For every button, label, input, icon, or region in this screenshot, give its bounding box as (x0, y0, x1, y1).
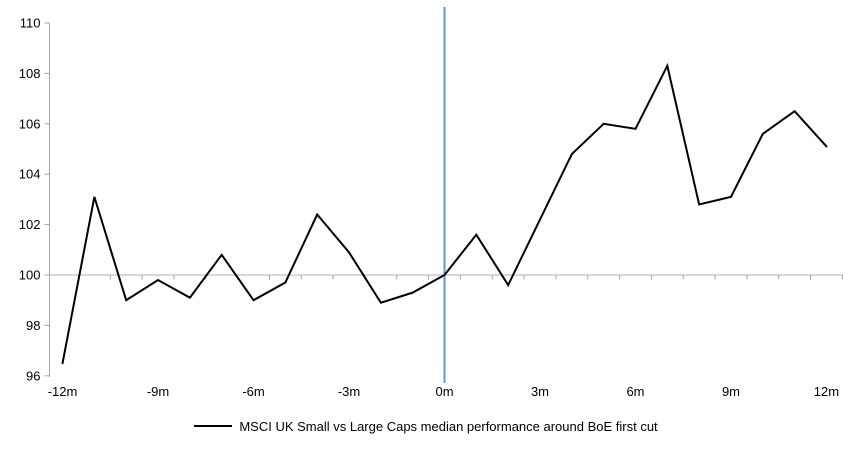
y-axis-tick-label: 102 (19, 217, 41, 232)
x-axis-tick-label: -6m (242, 384, 264, 399)
x-axis-tick-label: -3m (338, 384, 360, 399)
x-axis-tick-label: 3m (531, 384, 549, 399)
x-axis-tick-label: -9m (147, 384, 169, 399)
legend-line-swatch (194, 425, 233, 427)
x-axis-tick-label: 6m (626, 384, 644, 399)
y-axis-tick-label: 108 (19, 66, 41, 81)
y-axis-tick-label: 100 (19, 268, 41, 283)
x-axis-tick-label: 9m (722, 384, 740, 399)
y-axis-tick-label: 106 (19, 116, 41, 131)
legend: MSCI UK Small vs Large Caps median perfo… (0, 418, 852, 434)
legend-label: MSCI UK Small vs Large Caps median perfo… (239, 418, 658, 434)
x-axis-tick-label: -12m (48, 384, 78, 399)
y-axis-tick-label: 110 (20, 16, 41, 31)
series-line-msci-uk-small-vs-large (61, 62, 828, 365)
y-axis-tick-label: 104 (19, 167, 41, 182)
x-axis-tick-label: 0m (435, 384, 453, 399)
x-axis-tick-label: 12m (814, 384, 839, 399)
y-axis-tick-label: 96 (26, 368, 40, 383)
y-axis-tick-label: 98 (26, 318, 40, 333)
